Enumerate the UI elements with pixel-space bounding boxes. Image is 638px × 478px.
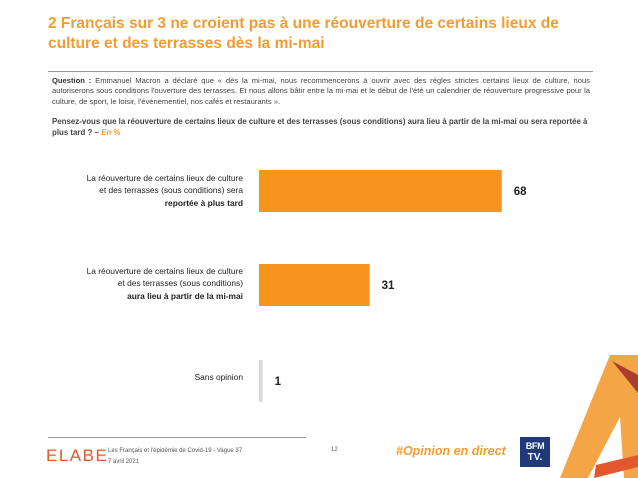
decorative-triangle-icon — [560, 355, 638, 478]
value-label-3: 1 — [275, 376, 282, 388]
question-label: Question : — [52, 76, 92, 85]
value-label-1: 68 — [514, 186, 527, 198]
unit-label: En % — [101, 128, 121, 137]
study-date: 7 avril 2021 — [108, 459, 140, 465]
bfmtv-logo: BFM TV. — [520, 437, 550, 467]
category-label-2-line1: La réouverture de certains lieux de cult… — [86, 266, 243, 276]
category-label-1: La réouverture de certains lieux de cult… — [33, 172, 243, 209]
category-label-3: Sans opinion — [33, 371, 243, 383]
bar-3 — [259, 360, 263, 402]
title-divider — [48, 71, 593, 72]
page-title: 2 Français sur 3 ne croient pas à une ré… — [48, 15, 559, 52]
value-label-2: 31 — [382, 280, 395, 292]
category-label-3-line1: Sans opinion — [194, 372, 243, 382]
category-label-1-line2: et des terrasses (sous conditions) sera — [99, 185, 243, 196]
category-label-1-line1: La réouverture de certains lieux de cult… — [86, 173, 243, 183]
footer-divider — [48, 437, 306, 438]
bfmtv-logo-top: BFM — [525, 441, 545, 451]
bar-1 — [259, 170, 502, 212]
page-number: 12 — [331, 447, 338, 453]
category-label-1-line3: reportée à plus tard — [164, 197, 243, 208]
category-label-2: La réouverture de certains lieux de cult… — [33, 265, 243, 302]
prompt-text: Pensez-vous que la réouverture de certai… — [52, 117, 588, 137]
hashtag: #Opinion en direct — [396, 444, 506, 458]
survey-prompt: Pensez-vous que la réouverture de certai… — [52, 116, 590, 138]
bar-2 — [259, 264, 370, 306]
category-label-2-line2: et des terrasses (sous conditions) — [117, 278, 243, 289]
question-body: Emmanuel Macron a déclaré que « dès la m… — [52, 76, 591, 106]
elabe-logo: ELABE — [46, 446, 109, 465]
bfmtv-logo-bottom: TV. — [527, 452, 543, 463]
study-name: Les Français et l'épidémie de Covid-19 -… — [108, 448, 243, 454]
question-text: Question : Emmanuel Macron a déclaré que… — [52, 76, 590, 107]
category-label-2-line3: aura lieu à partir de la mi-mai — [127, 290, 243, 301]
